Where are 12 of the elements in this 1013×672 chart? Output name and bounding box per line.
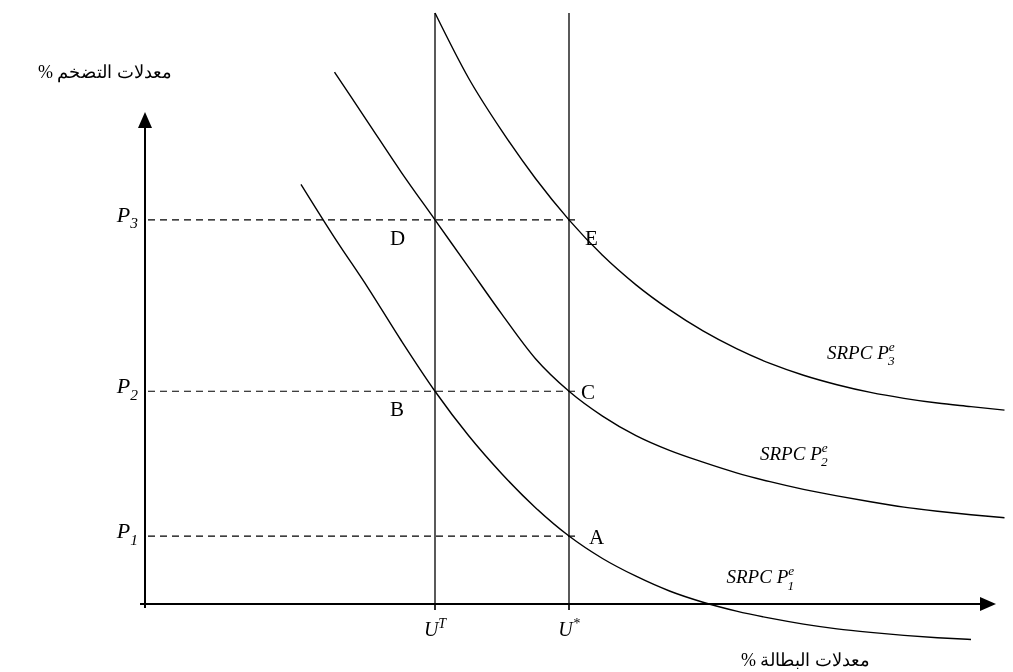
annotation: E xyxy=(585,225,598,250)
ref-line-label: P$_{3}$ xyxy=(115,201,139,232)
annotation: C xyxy=(581,380,596,405)
x-axis-title: معدلات البطالة % xyxy=(741,650,870,670)
annotation: A xyxy=(589,525,605,550)
x-tick-label: U$^{*}$ xyxy=(558,616,580,640)
annotation: B xyxy=(390,397,405,422)
x-tick-label: U$^{T}$ xyxy=(423,616,448,640)
annotation: D xyxy=(390,225,406,250)
ref-line-label: P$_{1}$ xyxy=(115,518,138,548)
y-axis-title: معدلات التضخم % xyxy=(38,62,172,83)
ref-line-label: P$_{2}$ xyxy=(115,373,139,403)
